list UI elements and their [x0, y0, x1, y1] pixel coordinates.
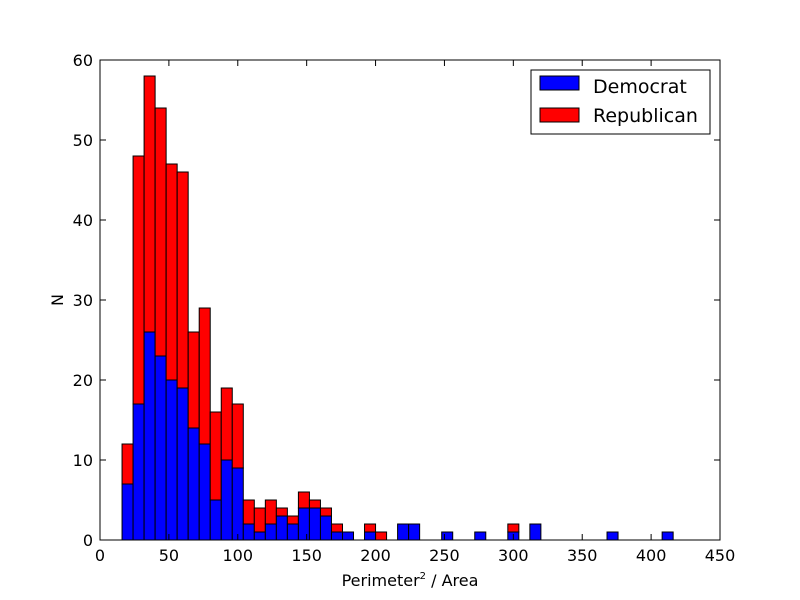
bar-republican: [143, 75, 156, 333]
bars-layer: [121, 75, 674, 541]
bar-democrat: [253, 531, 266, 541]
x-tick-label: 50: [159, 546, 179, 565]
bar-republican: [264, 499, 277, 525]
bar-republican: [330, 523, 343, 533]
bar-republican: [242, 499, 255, 525]
bar-democrat: [231, 467, 244, 541]
legend-swatch-republican: [539, 107, 580, 123]
legend-label-republican: Republican: [593, 105, 698, 127]
x-tick-label: 400: [636, 546, 667, 565]
y-tick-label: 50: [73, 131, 93, 150]
bar-republican: [209, 411, 222, 501]
bar-republican: [308, 499, 321, 509]
x-tick-label: 350: [567, 546, 598, 565]
bar-democrat: [441, 531, 454, 541]
bar-democrat: [297, 507, 310, 541]
x-tick-label: 150: [291, 546, 322, 565]
bar-democrat: [209, 499, 222, 541]
bar-democrat: [330, 531, 343, 541]
bar-democrat: [198, 443, 211, 541]
x-tick-label: 450: [705, 546, 736, 565]
x-tick-label: 200: [360, 546, 391, 565]
bar-democrat: [529, 523, 542, 541]
bar-democrat: [474, 531, 487, 541]
bar-republican: [375, 531, 388, 541]
bar-democrat: [187, 427, 200, 541]
bar-republican: [286, 515, 299, 525]
x-tick-label: 250: [429, 546, 460, 565]
bar-republican: [187, 331, 200, 429]
bar-democrat: [220, 459, 233, 541]
bar-republican: [154, 107, 167, 357]
bar-democrat: [143, 331, 156, 541]
bar-democrat: [397, 523, 410, 541]
y-tick-label: 40: [73, 211, 93, 230]
bar-republican: [253, 507, 266, 533]
bar-republican: [121, 443, 134, 485]
bar-democrat: [275, 515, 288, 541]
bar-democrat: [165, 379, 178, 541]
bar-republican: [297, 491, 310, 509]
bar-democrat: [176, 387, 189, 541]
y-tick-label: 0: [83, 531, 93, 550]
bar-democrat: [661, 531, 674, 541]
bar-democrat: [154, 355, 167, 541]
bar-republican: [220, 387, 233, 461]
bar-democrat: [308, 507, 321, 541]
bar-republican: [319, 507, 332, 517]
bar-democrat: [132, 403, 145, 541]
y-axis-label: N: [48, 294, 67, 306]
x-tick-label: 300: [498, 546, 529, 565]
bar-democrat: [242, 523, 255, 541]
legend-swatch-democrat: [539, 75, 580, 91]
bar-republican: [198, 307, 211, 445]
x-axis-label: Perimeter2 / Area: [342, 571, 479, 590]
bar-republican: [132, 155, 145, 405]
y-tick-label: 10: [73, 451, 93, 470]
bar-democrat: [264, 523, 277, 541]
y-tick-label: 30: [73, 291, 93, 310]
bar-republican: [176, 171, 189, 389]
bar-republican: [364, 523, 377, 533]
bar-republican: [231, 403, 244, 469]
bar-democrat: [364, 531, 377, 541]
ticks-layer: 0 50 100 150 200 250 300 350 400 450 0 10 20 30 40 50 60: [73, 51, 736, 565]
bar-democrat: [121, 483, 134, 541]
bar-democrat: [319, 515, 332, 541]
bar-democrat: [606, 531, 619, 541]
bar-republican: [507, 523, 520, 533]
x-tick-label: 100: [223, 546, 254, 565]
bar-democrat: [341, 531, 355, 541]
y-tick-label: 60: [73, 51, 93, 70]
y-tick-label: 20: [73, 371, 93, 390]
bar-republican: [165, 163, 178, 381]
bar-democrat: [286, 523, 299, 541]
bar-democrat: [408, 523, 421, 541]
legend: Democrat Republican: [530, 69, 711, 135]
bar-republican: [275, 507, 288, 517]
legend-label-democrat: Democrat: [593, 76, 687, 98]
x-tick-label: 0: [95, 546, 105, 565]
